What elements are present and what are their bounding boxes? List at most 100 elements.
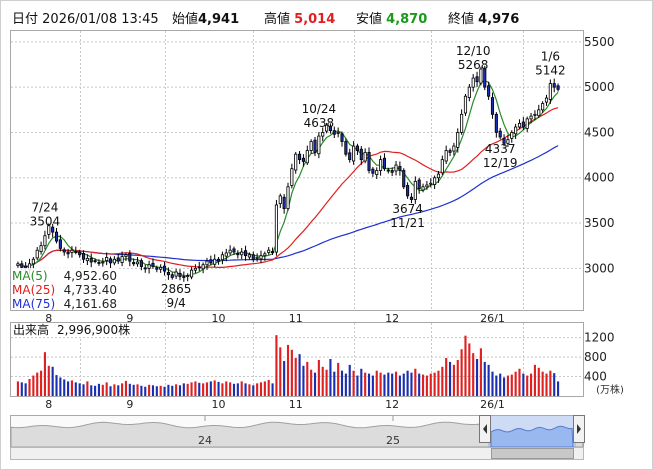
volume-bar [364, 372, 367, 396]
date-label: 日付 [12, 12, 39, 27]
volume-bar [163, 386, 166, 396]
low-label: 安値 [356, 12, 383, 27]
candle-body [224, 252, 228, 257]
price-y-tick-label: 5500 [584, 35, 615, 49]
volume-bar [306, 361, 309, 396]
candle-body [363, 151, 367, 162]
volume-bar [167, 384, 170, 396]
chevron-right-icon [577, 424, 581, 434]
candle-body [89, 257, 93, 263]
volume-bar [310, 369, 313, 396]
candle-body [332, 130, 336, 135]
volume-bar [275, 335, 278, 396]
candle-body [240, 251, 244, 256]
volume-bar [367, 373, 371, 396]
volume-bar [340, 370, 344, 396]
volume-x-tick-label: 10 [212, 398, 226, 411]
volume-bar [244, 383, 247, 396]
candle-body [232, 248, 236, 253]
scrollbar-thumb[interactable] [491, 448, 574, 459]
high-label: 高値 [264, 12, 291, 27]
candle-body [209, 259, 213, 264]
candle-body [58, 239, 62, 249]
candle-body [78, 251, 82, 256]
candle-body [213, 258, 217, 265]
candle-body [155, 267, 159, 270]
candle-body [352, 145, 356, 162]
volume-bar [553, 373, 556, 396]
candle-body [108, 258, 113, 264]
volume-bar [506, 375, 509, 396]
high-group: 高値 5,014 [264, 8, 335, 27]
volume-bar [86, 381, 89, 396]
open-group: 始値4,941 [172, 8, 239, 27]
volume-bar [121, 383, 124, 396]
volume-bar [352, 370, 355, 396]
candle-body [251, 254, 255, 260]
close-group: 終値 4,976 [448, 8, 520, 27]
volume-bar [240, 381, 243, 396]
volume-bar [109, 386, 112, 396]
volume-x-tick-label: 26/1 [480, 398, 505, 411]
candle-body [448, 150, 452, 153]
candle-body [506, 139, 510, 144]
volume-bar [229, 382, 232, 396]
candle-body [487, 85, 491, 97]
overview-right-handle[interactable] [573, 415, 585, 443]
candle-body [413, 180, 417, 200]
volume-bar [271, 383, 274, 396]
volume-x-tick-label: 12 [385, 398, 399, 411]
volume-bar [479, 348, 482, 396]
volume-bar [16, 381, 19, 396]
candle-body [402, 170, 406, 188]
volume-bar [101, 384, 104, 396]
candle-body [340, 133, 344, 142]
volume-bar [468, 343, 471, 396]
volume-bar [557, 381, 560, 396]
close-value: 4,976 [478, 12, 520, 27]
low-group: 安値 4,870 [356, 8, 427, 27]
volume-bar [387, 372, 390, 396]
volume-bar [279, 347, 282, 396]
volume-bar [356, 375, 359, 396]
candle-body [216, 258, 221, 262]
scrollbar-track[interactable] [10, 447, 584, 460]
volume-bar [402, 373, 405, 396]
volume-bar [217, 381, 220, 396]
candle-body [151, 262, 155, 267]
candle-body [166, 272, 170, 276]
candle-body [178, 272, 182, 277]
volume-bar [437, 370, 440, 396]
volume-bar [117, 385, 120, 396]
volume-bar [398, 375, 401, 396]
volume-bar [59, 377, 62, 396]
volume-bar [541, 371, 544, 396]
candle-body [294, 153, 298, 171]
candle-body [313, 139, 317, 153]
volume-bar [514, 371, 517, 396]
volume-bar [533, 364, 536, 396]
volume-bar [140, 385, 143, 396]
volume-bar [333, 371, 336, 396]
volume-bar [94, 385, 97, 396]
volume-bar [421, 374, 425, 396]
candle-body [398, 166, 402, 171]
volume-bar [136, 384, 139, 396]
candle-body [544, 97, 549, 103]
candle-body [24, 265, 28, 269]
volume-bar [329, 359, 332, 396]
volume-bar [394, 371, 398, 396]
candle-body [54, 231, 59, 242]
candle-body [186, 275, 190, 277]
volume-bar [418, 373, 421, 396]
candle-body [244, 250, 248, 257]
overview-left-handle[interactable] [479, 415, 491, 443]
volume-bar [182, 383, 185, 396]
volume-bar [263, 381, 266, 396]
chevron-left-icon [483, 424, 487, 434]
price-x-tick-label: 9 [126, 312, 133, 325]
volume-y-tick-label: 400 [584, 370, 607, 384]
candle-body [541, 103, 545, 111]
candle-body [483, 68, 487, 88]
candle-body [452, 145, 456, 152]
